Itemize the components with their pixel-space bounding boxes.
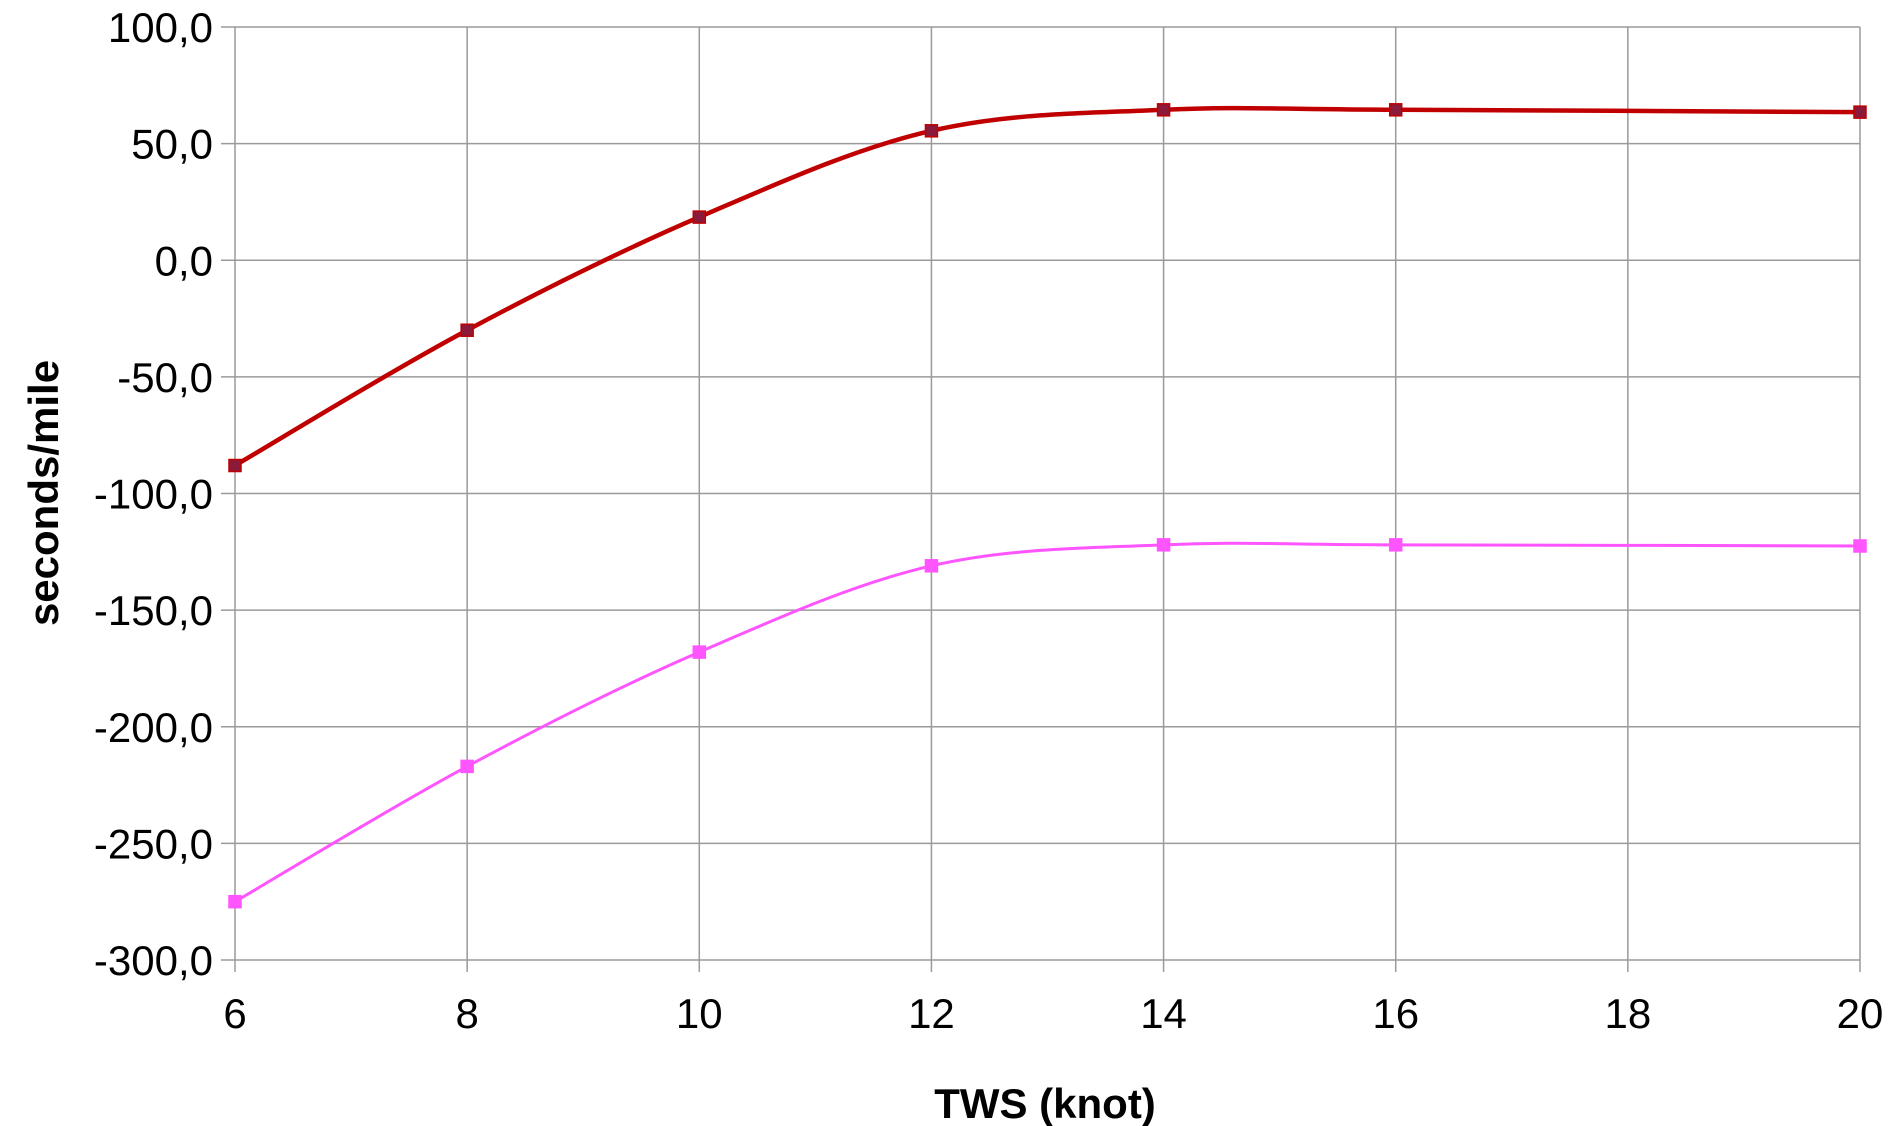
series-2-point [1853, 539, 1867, 553]
series-2-point [924, 559, 939, 573]
y-axis-ticks: 100,0 50,0 0,0 -50,0 -100,0 -150,0 -200,0 -250,… [94, 4, 213, 984]
x-tick-label: 8 [455, 990, 478, 1037]
series-1-point [228, 458, 242, 473]
series-1-line [233, 105, 1861, 468]
x-tick-label: 16 [1372, 990, 1419, 1037]
y-tick-label: -100,0 [94, 471, 213, 518]
series-1-point [692, 210, 707, 224]
series-1-point [1388, 103, 1403, 117]
x-tick-label: 12 [908, 990, 955, 1037]
series-1-point [1853, 105, 1867, 119]
x-tick-label: 20 [1837, 990, 1884, 1037]
y-tick-label: -50,0 [117, 354, 213, 401]
x-tick-label: 10 [676, 990, 723, 1037]
y-tick-label: -300,0 [94, 937, 213, 984]
series-2-point [692, 645, 707, 659]
series-1-point [1156, 103, 1171, 117]
y-tick-label: 0,0 [155, 237, 213, 284]
y-tick-label: -200,0 [94, 704, 213, 751]
y-tick-label: 50,0 [131, 121, 213, 168]
series-2-point [1156, 538, 1171, 552]
x-axis-ticks: 6 8 10 12 14 16 18 20 [223, 990, 1883, 1037]
x-axis-title: TWS (knot) [934, 1080, 1156, 1126]
x-tick-label: 14 [1140, 990, 1187, 1037]
series-2-point [1388, 538, 1403, 552]
x-tick-label: 6 [223, 990, 246, 1037]
y-axis-title: seconds/mile [20, 360, 67, 626]
y-tick-label: 100,0 [108, 4, 213, 51]
x-tick-label: 18 [1604, 990, 1651, 1037]
series-2-line [234, 541, 1861, 903]
series-2-point [228, 894, 242, 909]
y-tick-label: -250,0 [94, 820, 213, 867]
y-tick-label: -150,0 [94, 587, 213, 634]
series-1-point [924, 124, 939, 138]
plot-series [228, 103, 1867, 909]
grid [221, 26, 1861, 972]
series-1-point [460, 323, 474, 337]
series-2-point [460, 759, 474, 774]
